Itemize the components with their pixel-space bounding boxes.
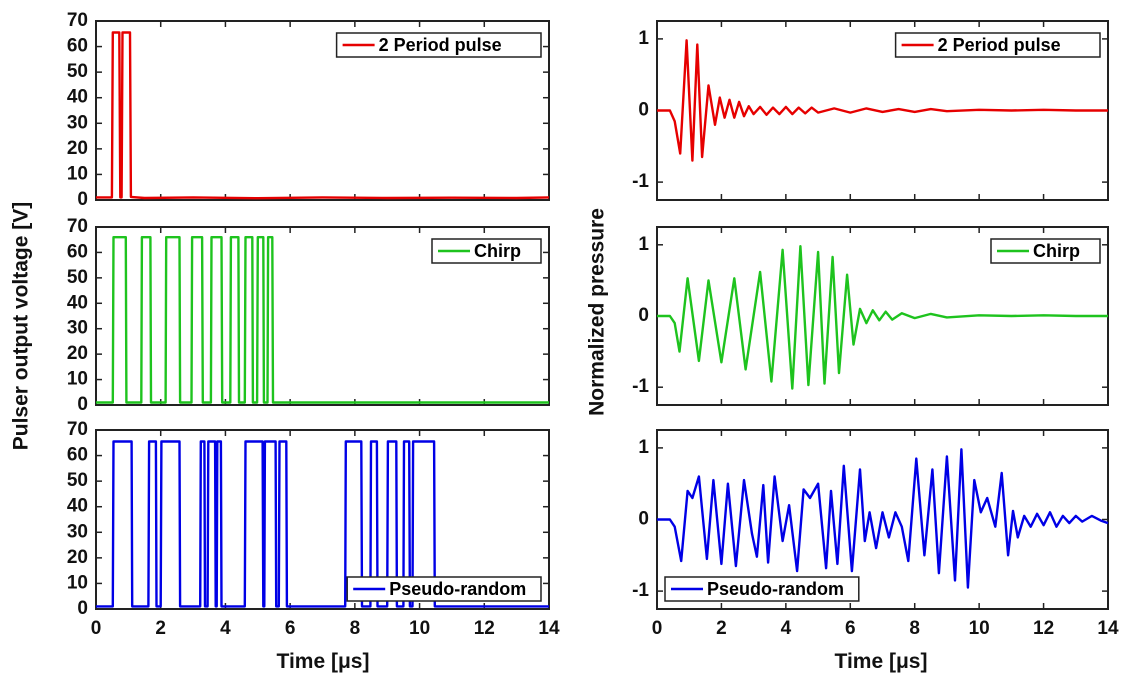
legend: Pseudo-random <box>664 576 860 602</box>
panel-voltage-chirp: 0 10 20 30 40 50 60 70 Chirp <box>67 216 550 415</box>
series-line-voltage-chirp <box>96 236 549 404</box>
y-tick-label: 0 <box>77 598 88 619</box>
y-tick-label: 70 <box>67 216 88 237</box>
panel-voltage-pseudo-random: 0 2 4 6 8 10 12 14 0 10 20 30 40 50 60 70 Pseudo-random <box>67 419 560 639</box>
series-line-voltage-2-period <box>96 31 550 200</box>
x-tick-label: 2 <box>716 618 727 639</box>
right-x-axis-title: Time [μs] <box>835 650 928 673</box>
y-tick-label: 10 <box>67 572 88 593</box>
legend: Chirp <box>990 238 1101 264</box>
y-tick-label: 30 <box>67 521 88 542</box>
left-x-axis-title: Time [μs] <box>277 650 370 673</box>
panel-voltage-2-period: 0 10 20 30 40 50 60 70 2 Period pulse <box>67 10 550 210</box>
y-tick-label: 50 <box>67 267 88 288</box>
y-tick-label: 40 <box>67 87 88 108</box>
y-tick-label: 50 <box>67 470 88 491</box>
y-tick-label: 70 <box>67 10 88 31</box>
y-tick-label: 60 <box>67 36 88 57</box>
x-tick-label: 14 <box>538 618 560 639</box>
y-tick-label: 70 <box>67 419 88 440</box>
x-tick-label: 0 <box>91 618 102 639</box>
y-tick-label: 1 <box>638 437 649 458</box>
x-tick-label: 8 <box>909 618 920 639</box>
legend-label: Chirp <box>1033 241 1080 261</box>
legend: 2 Period pulse <box>894 32 1101 58</box>
y-tick-label: 60 <box>67 241 88 262</box>
y-tick-label: 20 <box>67 547 88 568</box>
y-tick-label: 30 <box>67 318 88 339</box>
y-tick-label: 0 <box>77 394 88 415</box>
y-tick-label: 0 <box>638 509 649 530</box>
y-tick-label: 20 <box>67 343 88 364</box>
legend-label: Pseudo-random <box>389 579 526 599</box>
series-line-pressure-chirp <box>657 245 1108 390</box>
series-line-pressure-2-period <box>657 39 1108 162</box>
y-tick-label: -1 <box>632 580 649 601</box>
y-tick-label: 40 <box>67 292 88 313</box>
y-tick-label: 0 <box>638 100 649 121</box>
series-line-voltage-pseudo-random <box>96 440 549 608</box>
y-tick-label: 1 <box>638 234 649 255</box>
legend-label: 2 Period pulse <box>379 35 502 55</box>
legend: Pseudo-random <box>346 576 542 602</box>
x-tick-label: 10 <box>969 618 990 639</box>
x-tick-label: 8 <box>350 618 361 639</box>
legend-box <box>431 238 542 264</box>
x-tick-label: 2 <box>155 618 166 639</box>
y-tick-label: 20 <box>67 138 88 159</box>
legend-label: Pseudo-random <box>707 579 844 599</box>
x-tick-label: 0 <box>652 618 663 639</box>
x-tick-label: 6 <box>845 618 856 639</box>
y-tick-label: 0 <box>77 189 88 210</box>
y-tick-label: -1 <box>632 376 649 397</box>
y-tick-label: -1 <box>632 171 649 192</box>
series-line-pressure-pseudo-random <box>657 448 1109 589</box>
x-tick-label: 6 <box>285 618 296 639</box>
x-tick-label: 4 <box>781 618 792 639</box>
x-tick-label: 12 <box>474 618 495 639</box>
y-tick-label: 40 <box>67 496 88 517</box>
legend-label: 2 Period pulse <box>938 35 1061 55</box>
x-tick-label: 12 <box>1033 618 1054 639</box>
y-tick-label: 10 <box>67 163 88 184</box>
y-tick-label: 30 <box>67 112 88 133</box>
y-tick-label: 0 <box>638 305 649 326</box>
left-y-axis-title: Pulser output voltage [V] <box>10 202 33 451</box>
panel-pressure-2-period: -1 0 1 2 Period pulse <box>632 20 1109 201</box>
x-tick-label: 14 <box>1097 618 1119 639</box>
legend-label: Chirp <box>474 241 521 261</box>
y-tick-label: 10 <box>67 369 88 390</box>
legend: 2 Period pulse <box>335 32 542 58</box>
y-tick-label: 60 <box>67 445 88 466</box>
x-tick-label: 10 <box>409 618 430 639</box>
y-tick-label: 1 <box>638 28 649 49</box>
panel-pressure-chirp: -1 0 1 Chirp <box>632 226 1109 406</box>
legend: Chirp <box>431 238 542 264</box>
y-tick-label: 50 <box>67 61 88 82</box>
x-tick-label: 4 <box>220 618 231 639</box>
right-y-axis-title: Normalized pressure <box>586 208 609 416</box>
